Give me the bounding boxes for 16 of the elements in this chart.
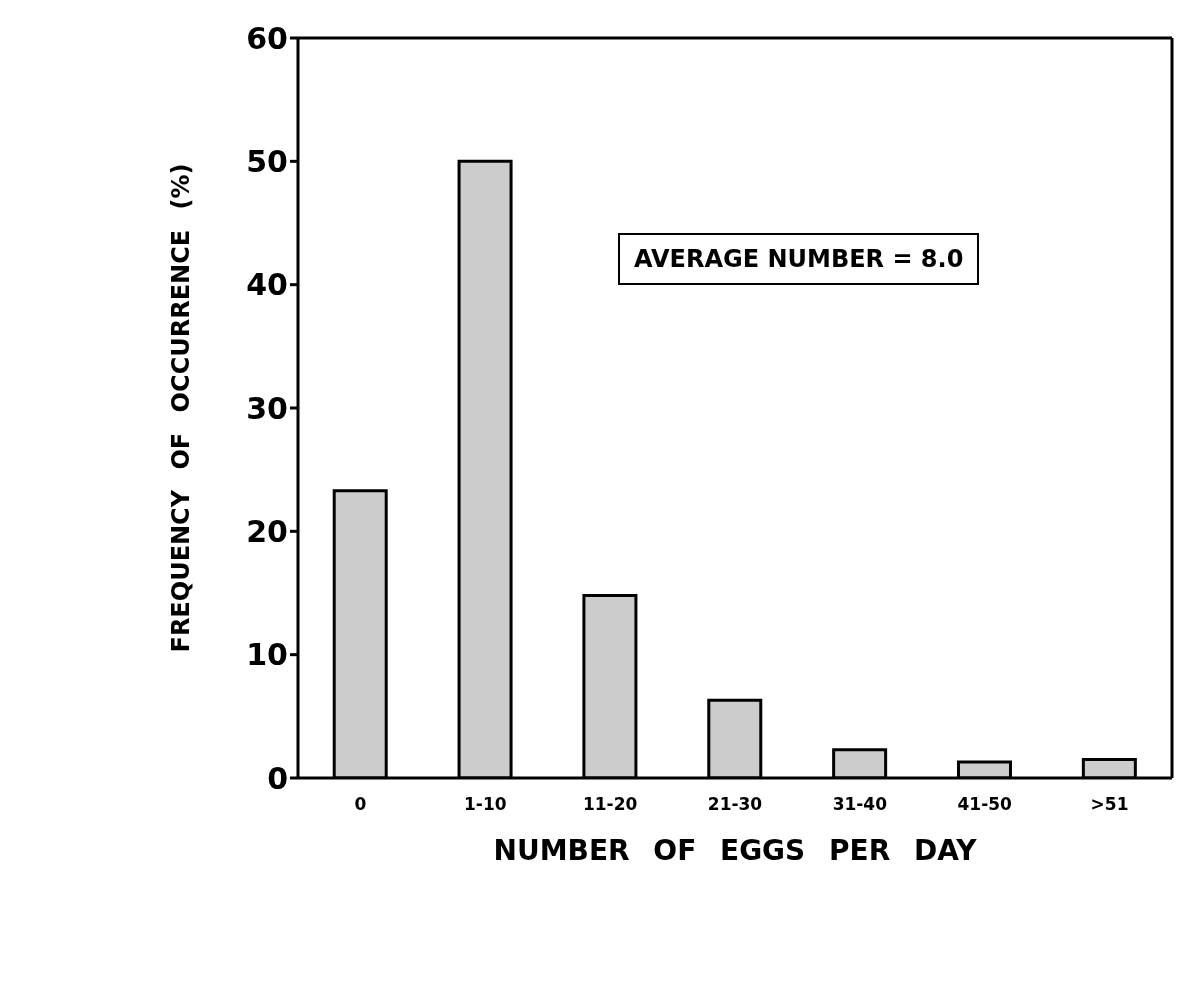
x-tick-label: 1-10 [464, 794, 507, 815]
y-tick-label: 50 [246, 143, 288, 179]
y-tick-label: 40 [246, 267, 288, 303]
x-axis-title: NUMBER OF EGGS PER DAY [493, 834, 978, 867]
x-tick-label: 31-40 [832, 794, 888, 815]
y-tick-label: 20 [246, 513, 288, 549]
x-tick-label: 41-50 [957, 794, 1013, 815]
x-tick-label: >51 [1090, 794, 1129, 815]
y-tick-label: 60 [246, 20, 288, 56]
y-tick-label: 30 [246, 390, 288, 426]
x-tick-label: 11-20 [582, 794, 638, 815]
x-tick-label: 21-30 [707, 794, 763, 815]
annotation: AVERAGE NUMBER = 8.0 [618, 233, 980, 285]
y-axis-title: FREQUENCY OF OCCURRENCE (%) [166, 163, 195, 653]
x-tick-label: 0 [354, 794, 367, 815]
y-tick-label: 10 [246, 637, 288, 673]
